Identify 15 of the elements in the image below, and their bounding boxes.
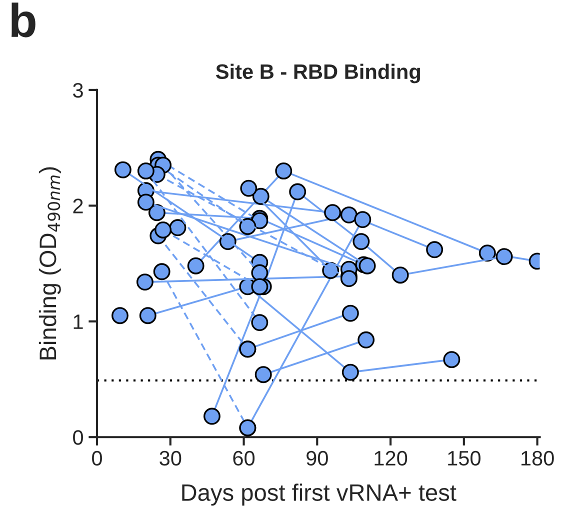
- y-tick-label: 2: [73, 198, 83, 214]
- y-axis-title: Binding (OD$_{490nm}$): [38, 167, 61, 360]
- x-axis-title: Days post first vRNA+ test: [182, 484, 456, 506]
- y-tick-label: 3: [73, 82, 83, 98]
- y-tick-label: 1: [74, 314, 83, 329]
- chart-title: Site B - RBD Binding: [216, 64, 420, 84]
- text: b: [12, 2, 36, 38]
- x-tick-label: 120: [374, 450, 408, 466]
- x-tick-label: 180: [522, 450, 554, 466]
- x-tick-label: 30: [160, 450, 182, 466]
- x-tick-label: 0: [92, 450, 102, 466]
- x-tick-label: 150: [448, 450, 480, 466]
- x-tick-label: 60: [233, 450, 255, 466]
- x-tick-label: 90: [306, 450, 328, 466]
- y-tick-label: 0: [73, 430, 83, 445]
